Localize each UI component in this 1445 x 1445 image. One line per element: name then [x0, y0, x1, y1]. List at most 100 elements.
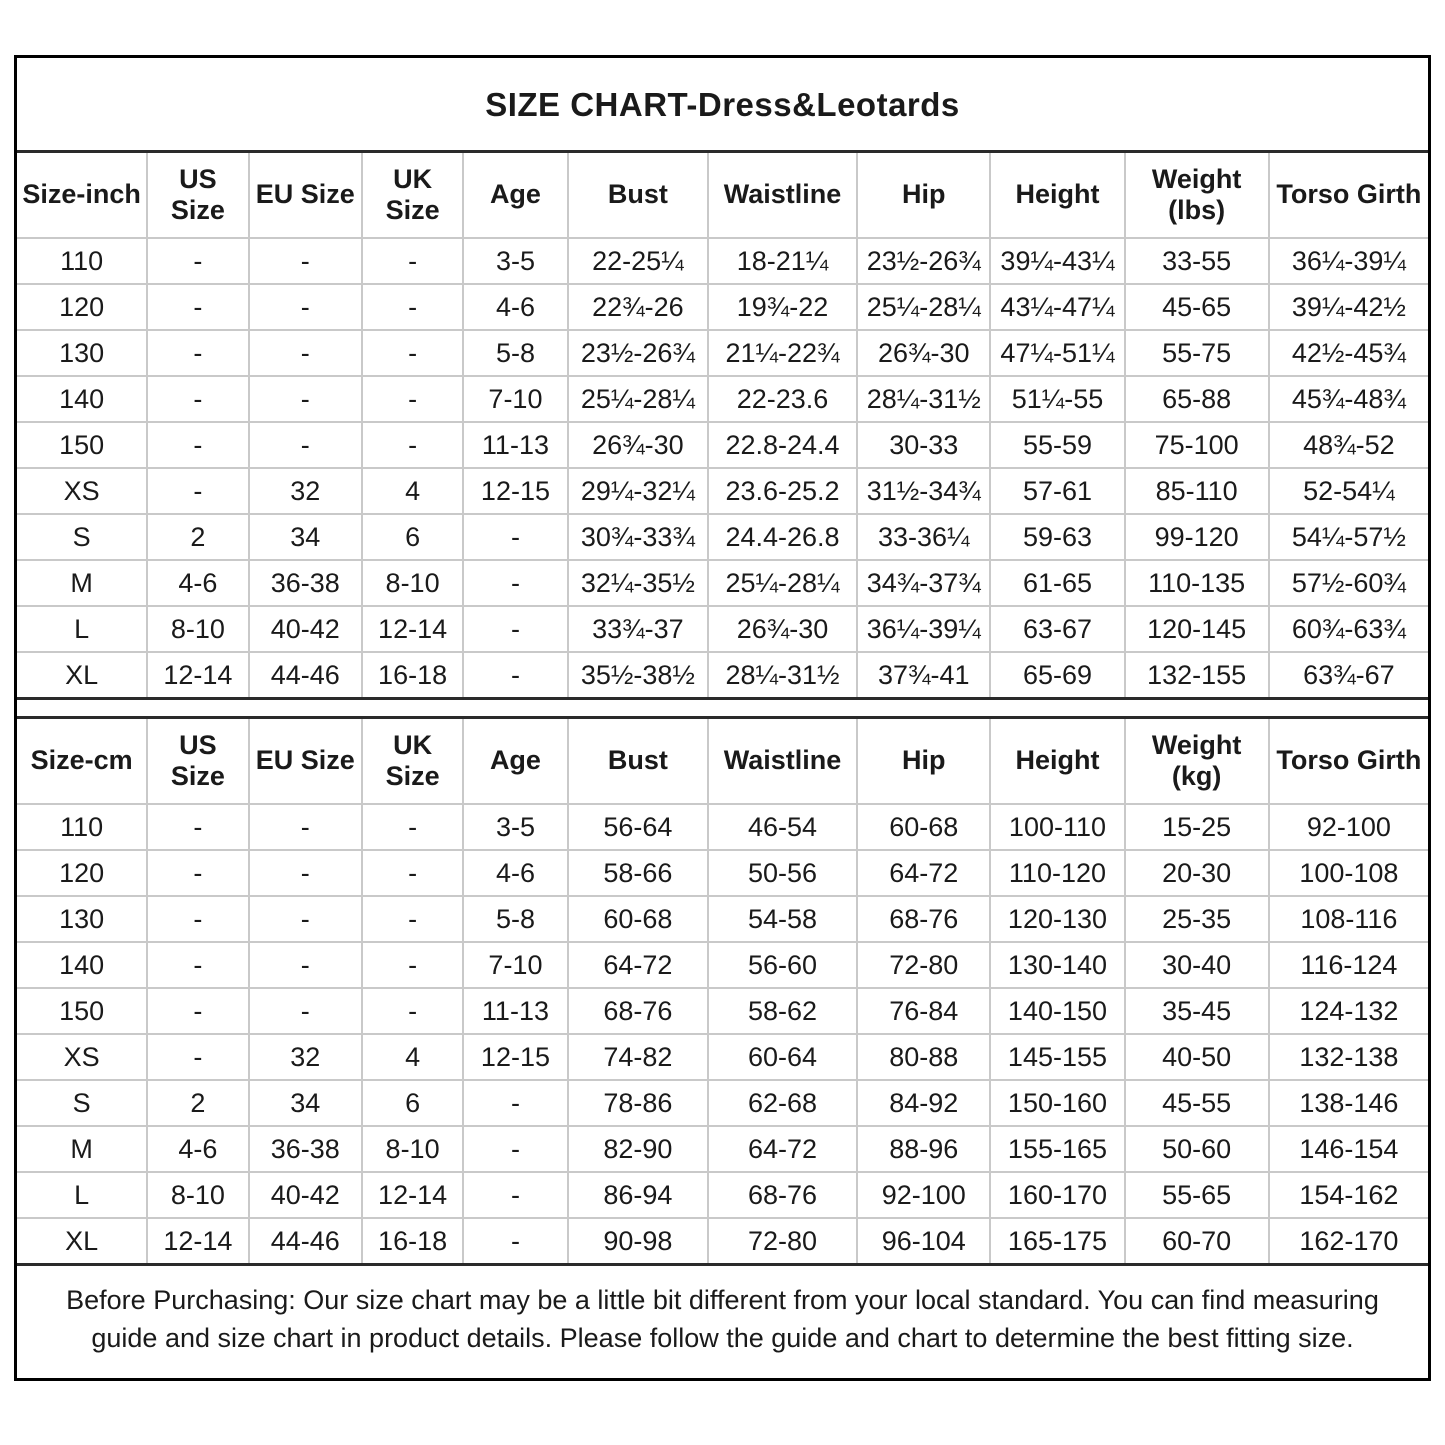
- table-cell: 40-50: [1123, 1033, 1270, 1081]
- table-cell: 85-110: [1123, 467, 1270, 515]
- column-header: EU Size: [247, 150, 363, 239]
- table-cell: 23½-26¾: [856, 237, 992, 285]
- table-cell: -: [360, 283, 465, 331]
- table-row: 140- - -7-10 64-72 56-60 72-80 130-140 30-40 116…: [17, 941, 1428, 989]
- column-header: Size-inch: [17, 150, 149, 239]
- table-cell: 25¼-28¼: [856, 283, 992, 331]
- column-header: Hip: [856, 716, 992, 805]
- table-cell: 86-94: [566, 1171, 709, 1219]
- table-cell: -: [360, 895, 465, 943]
- column-header: US Size: [146, 150, 250, 239]
- table-row: M 4-6 36-38 8-10-82-90 64-72 88-96 155-165 50-6…: [17, 1125, 1428, 1173]
- table-cell: XL: [17, 1217, 149, 1266]
- table-cell: -: [146, 421, 250, 469]
- table-cell: 23.6-25.2: [706, 467, 859, 515]
- table-cell: 54¼-57½: [1267, 513, 1428, 561]
- table-cell: 76-84: [856, 987, 992, 1035]
- table-cell: -: [146, 467, 250, 515]
- table-cell: 11-13: [462, 987, 569, 1035]
- table-cell: -: [462, 1125, 569, 1173]
- table-cell: 32: [247, 467, 363, 515]
- table-cell: 26¾-30: [856, 329, 992, 377]
- table-cell: 22.8-24.4: [706, 421, 859, 469]
- table-cell: 20-30: [1123, 849, 1270, 897]
- table-cell: 140: [17, 375, 149, 423]
- table-cell: -: [146, 329, 250, 377]
- column-header: Bust: [566, 150, 709, 239]
- column-header: Torso Girth: [1267, 716, 1428, 805]
- table-cell: L: [17, 605, 149, 653]
- table-row: L 8-10 40-42 12-14-33¾-37 26¾-30 36¼-39¼ 63-67…: [17, 605, 1428, 653]
- table-cell: 110-120: [989, 849, 1126, 897]
- column-header: Height: [989, 150, 1126, 239]
- table-cell: 96-104: [856, 1217, 992, 1266]
- table-cell: 60-64: [706, 1033, 859, 1081]
- table-cell: 3-5: [462, 237, 569, 285]
- table-cell: 36-38: [247, 559, 363, 607]
- table-cell: 36¼-39¼: [1267, 237, 1428, 285]
- table-cell: 45-65: [1123, 283, 1270, 331]
- table-cell: XS: [17, 1033, 149, 1081]
- table-cell: 132-155: [1123, 651, 1270, 700]
- table-cell: -: [146, 987, 250, 1035]
- column-header: Age: [462, 716, 569, 805]
- table-cell: 8-10: [360, 1125, 465, 1173]
- table-cell: 22-23.6: [706, 375, 859, 423]
- table-cell: 55-59: [989, 421, 1126, 469]
- header-row: Size-inch US Size EU Size UK Size Age Bust Wai…: [17, 150, 1428, 239]
- table-row: 110- - -3-5 56-64 46-54 60-68 100-110 15-25 92-1…: [17, 803, 1428, 851]
- table-cell: -: [462, 513, 569, 561]
- table-cell: -: [247, 941, 363, 989]
- table-row: XL 12-14 44-46 16-18-35½-38½ 28¼-31½ 37¾-41 65…: [17, 651, 1428, 700]
- table-cell: 150-160: [989, 1079, 1126, 1127]
- table-cell: 40-42: [247, 605, 363, 653]
- table-cell: 138-146: [1267, 1079, 1428, 1127]
- table-cell: -: [146, 283, 250, 331]
- table-cell: -: [360, 421, 465, 469]
- table-cell: -: [146, 895, 250, 943]
- table-cell: 33-55: [1123, 237, 1270, 285]
- table-cell: 64-72: [706, 1125, 859, 1173]
- table-cell: 160-170: [989, 1171, 1126, 1219]
- table-cell: M: [17, 1125, 149, 1173]
- table-cell: -: [462, 1079, 569, 1127]
- table-cell: S: [17, 1079, 149, 1127]
- table-cell: 72-80: [706, 1217, 859, 1266]
- table-cell: S: [17, 513, 149, 561]
- table-cell: 6: [360, 513, 465, 561]
- table-cell: 12-14: [146, 1217, 250, 1266]
- table-cell: -: [360, 329, 465, 377]
- table-cell: 28¼-31½: [706, 651, 859, 700]
- table-cell: 54-58: [706, 895, 859, 943]
- table-cell: 21¼-22¾: [706, 329, 859, 377]
- table-cell: 110: [17, 237, 149, 285]
- table-cell: 30-40: [1123, 941, 1270, 989]
- table-cell: 34¾-37¾: [856, 559, 992, 607]
- table-cell: 11-13: [462, 421, 569, 469]
- table-cell: 145-155: [989, 1033, 1126, 1081]
- table-cell: 5-8: [462, 895, 569, 943]
- page-title: SIZE CHART-Dress&Leotards: [485, 86, 960, 123]
- table-row: 140- - -7-10 25¼-28¼ 22-23.6 28¼-31½ 51¼-55 65-…: [17, 375, 1428, 423]
- table-cell: 65-88: [1123, 375, 1270, 423]
- table-row: 110- - -3-5 22-25¼ 18-21¼ 23½-26¾ 39¼-43¼ 33-55…: [17, 237, 1428, 285]
- table-cell: XS: [17, 467, 149, 515]
- table-cell: 146-154: [1267, 1125, 1428, 1173]
- table-cell: 140: [17, 941, 149, 989]
- table-cell: 19¾-22: [706, 283, 859, 331]
- table-cell: 36¼-39¼: [856, 605, 992, 653]
- table-cell: XL: [17, 651, 149, 700]
- column-header: Waistline: [706, 150, 859, 239]
- table-cell: 8-10: [146, 605, 250, 653]
- table-cell: -: [247, 237, 363, 285]
- table-cell: 130: [17, 329, 149, 377]
- table-cell: 33-36¼: [856, 513, 992, 561]
- table-cell: 42½-45¾: [1267, 329, 1428, 377]
- table-cell: 2: [146, 513, 250, 561]
- table-cell: 110-135: [1123, 559, 1270, 607]
- table-cell: 80-88: [856, 1033, 992, 1081]
- size-chart-sheet: SIZE CHART-Dress&Leotards Size-inch US Si…: [14, 55, 1431, 1381]
- table-cell: 26¾-30: [566, 421, 709, 469]
- table-cell: 61-65: [989, 559, 1126, 607]
- table-cell: 48¾-52: [1267, 421, 1428, 469]
